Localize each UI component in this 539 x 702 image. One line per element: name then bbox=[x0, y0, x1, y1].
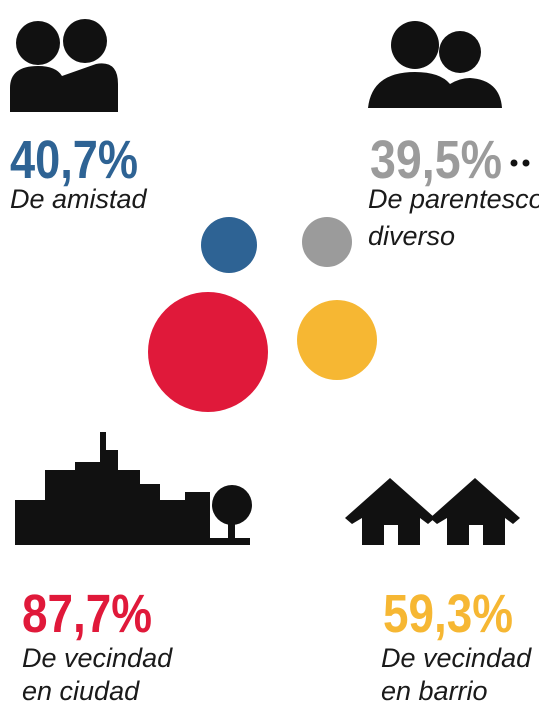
label: en barrio bbox=[381, 676, 488, 702]
friends-icon bbox=[10, 19, 118, 112]
dot bbox=[522, 159, 530, 167]
label: De amistad bbox=[10, 184, 148, 214]
houses-icon bbox=[345, 478, 520, 545]
dot bbox=[510, 159, 518, 167]
percent: 40,7% bbox=[10, 130, 138, 190]
percent: 59,3% bbox=[383, 584, 513, 644]
label: en ciudad bbox=[22, 676, 140, 702]
percent: 87,7% bbox=[22, 584, 152, 644]
label: De vecindad bbox=[22, 643, 173, 673]
yellow-dot bbox=[297, 300, 377, 380]
label: De vecindad bbox=[381, 643, 532, 673]
blue-dot bbox=[201, 217, 257, 273]
family-icon bbox=[368, 21, 502, 108]
gray-dot bbox=[302, 217, 352, 267]
label: De parentesco bbox=[368, 184, 539, 214]
city-icon bbox=[15, 432, 252, 545]
label: diverso bbox=[368, 221, 455, 251]
percent: 39,5% bbox=[370, 130, 502, 190]
red-dot bbox=[148, 292, 268, 412]
